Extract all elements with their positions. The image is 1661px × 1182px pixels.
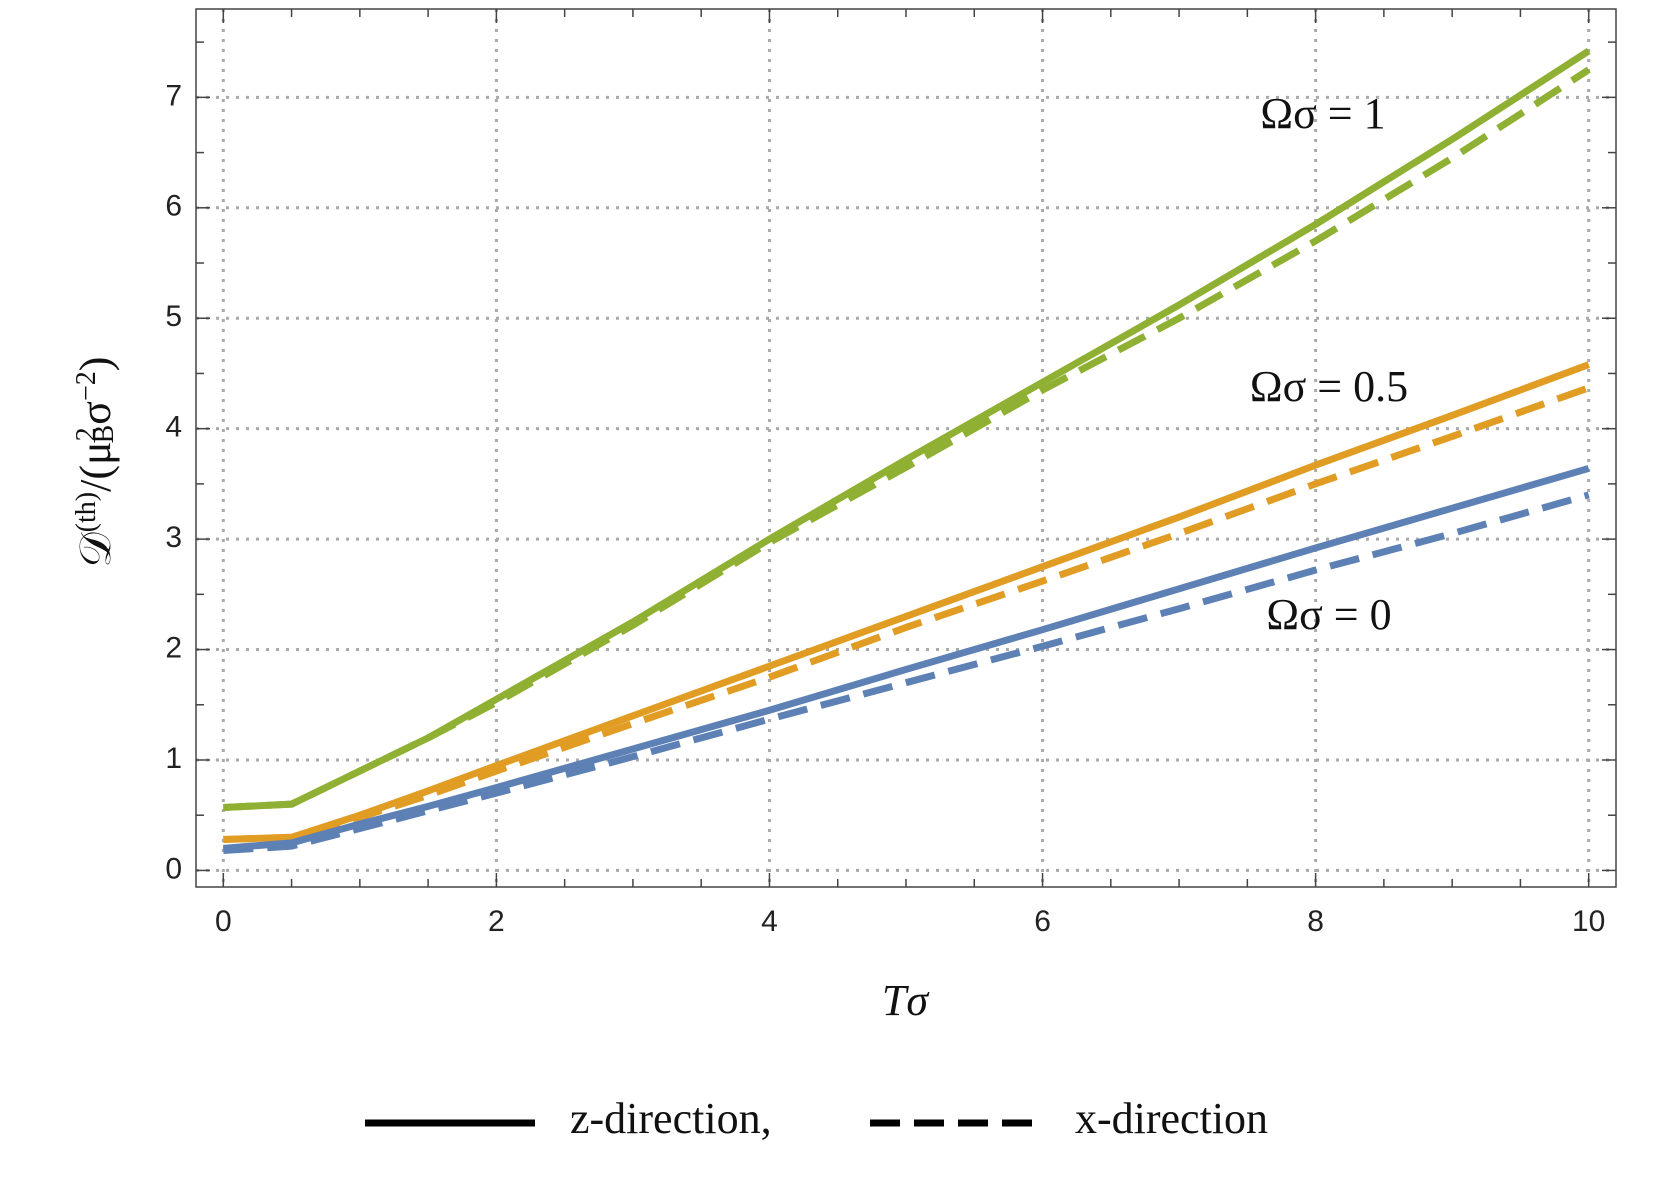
y-label-part: /(μ bbox=[71, 441, 120, 491]
y-label-part: (th) bbox=[71, 492, 102, 532]
x-axis-label: Tσ bbox=[882, 976, 930, 1025]
y-label-part: σ bbox=[71, 401, 120, 425]
annotation: Ωσ = 1 bbox=[1260, 89, 1385, 138]
y-label-part: 𝒟 bbox=[71, 531, 120, 567]
x-tick-label: 10 bbox=[1572, 905, 1605, 938]
y-tick-label: 6 bbox=[165, 190, 182, 223]
data-line bbox=[223, 491, 1590, 855]
data-line bbox=[223, 66, 1591, 811]
y-label-part: −2 bbox=[71, 371, 102, 401]
y-label-part: ) bbox=[71, 357, 120, 372]
y-tick-label: 2 bbox=[165, 631, 182, 664]
y-tick-label: 5 bbox=[165, 300, 182, 333]
plot-frame bbox=[195, 8, 1617, 888]
data-line bbox=[223, 384, 1590, 844]
data-line bbox=[223, 465, 1590, 852]
y-tick-label: 7 bbox=[165, 79, 182, 112]
legend-label: x-direction bbox=[1075, 1094, 1268, 1143]
y-tick-label: 3 bbox=[165, 521, 182, 554]
annotation: Ωσ = 0 bbox=[1266, 590, 1391, 639]
x-tick-label: 4 bbox=[761, 905, 778, 938]
y-tick-label: 1 bbox=[165, 742, 182, 775]
x-tick-label: 2 bbox=[488, 905, 505, 938]
legend-label: z-direction, bbox=[570, 1094, 772, 1143]
y-axis-label: 𝒟(th)/(μ2Bσ−2) bbox=[71, 357, 120, 568]
x-tick-label: 8 bbox=[1307, 905, 1324, 938]
annotation: Ωσ = 0.5 bbox=[1250, 362, 1408, 411]
x-tick-label: 0 bbox=[215, 905, 232, 938]
y-tick-label: 0 bbox=[165, 852, 182, 885]
y-label-part: 2 bbox=[71, 427, 102, 441]
y-tick-label: 4 bbox=[165, 411, 182, 444]
y-label-part: B bbox=[89, 425, 120, 444]
x-tick-label: 6 bbox=[1034, 905, 1051, 938]
